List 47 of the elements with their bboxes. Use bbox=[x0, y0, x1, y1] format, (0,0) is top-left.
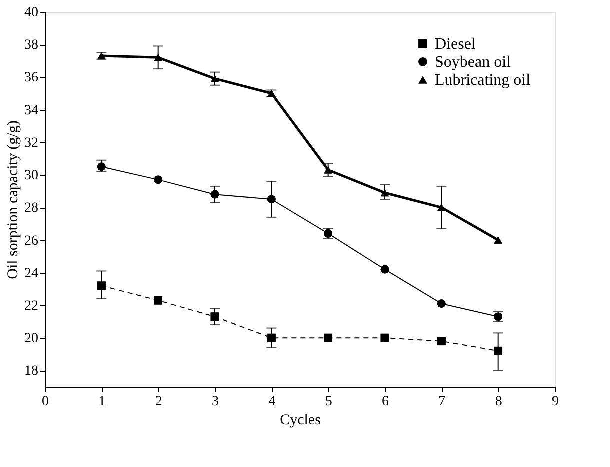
y-tick-label: 30 bbox=[24, 168, 38, 184]
y-tick-label: 34 bbox=[24, 103, 38, 118]
point bbox=[210, 312, 220, 322]
point bbox=[154, 54, 163, 62]
y-tick-label: 38 bbox=[24, 38, 38, 54]
legend-label: Diesel bbox=[435, 36, 476, 53]
point bbox=[380, 334, 390, 342]
point bbox=[267, 334, 276, 342]
y-tick-label: 26 bbox=[24, 234, 38, 249]
y-tick-label: 40 bbox=[24, 6, 38, 20]
x-tick-label: 8 bbox=[495, 394, 502, 410]
point bbox=[380, 189, 390, 197]
x-tick-label: 1 bbox=[98, 394, 106, 410]
y-axis-title: Oil sorption capacity (g/g) bbox=[6, 120, 22, 280]
point bbox=[154, 176, 163, 184]
y-tick-label: 32 bbox=[24, 136, 38, 151]
x-axis-title: Cycles bbox=[280, 412, 322, 428]
point bbox=[324, 166, 333, 174]
x-tick-label: 9 bbox=[552, 394, 559, 410]
y-tick-label: 20 bbox=[24, 332, 38, 347]
x-tick-label: 0 bbox=[42, 394, 49, 410]
y-tick-label: 28 bbox=[24, 201, 38, 216]
y-tick-label: 24 bbox=[24, 266, 38, 282]
point bbox=[380, 265, 390, 274]
point bbox=[494, 236, 503, 244]
point bbox=[210, 190, 220, 199]
y-tick-label: 22 bbox=[24, 298, 38, 314]
point bbox=[210, 75, 220, 82]
point bbox=[494, 346, 503, 356]
point bbox=[437, 300, 446, 308]
point bbox=[437, 204, 446, 212]
x-tick-label: 7 bbox=[438, 394, 446, 410]
x-tick-label: 2 bbox=[155, 394, 162, 410]
point bbox=[97, 282, 106, 290]
y-tick-label: 18 bbox=[24, 364, 38, 380]
x-tick-label: 6 bbox=[382, 394, 389, 410]
point bbox=[97, 162, 106, 172]
point bbox=[324, 334, 333, 342]
x-tick-label: 4 bbox=[268, 394, 276, 410]
y-tick-label: 36 bbox=[24, 70, 38, 86]
point bbox=[267, 195, 276, 204]
x-tick-label: 3 bbox=[212, 394, 219, 410]
point bbox=[437, 337, 446, 346]
point bbox=[154, 296, 163, 305]
legend-label: Lubricating oil bbox=[435, 72, 532, 89]
x-tick-label: 5 bbox=[325, 394, 332, 410]
legend-label: Soybean oil bbox=[435, 54, 512, 71]
